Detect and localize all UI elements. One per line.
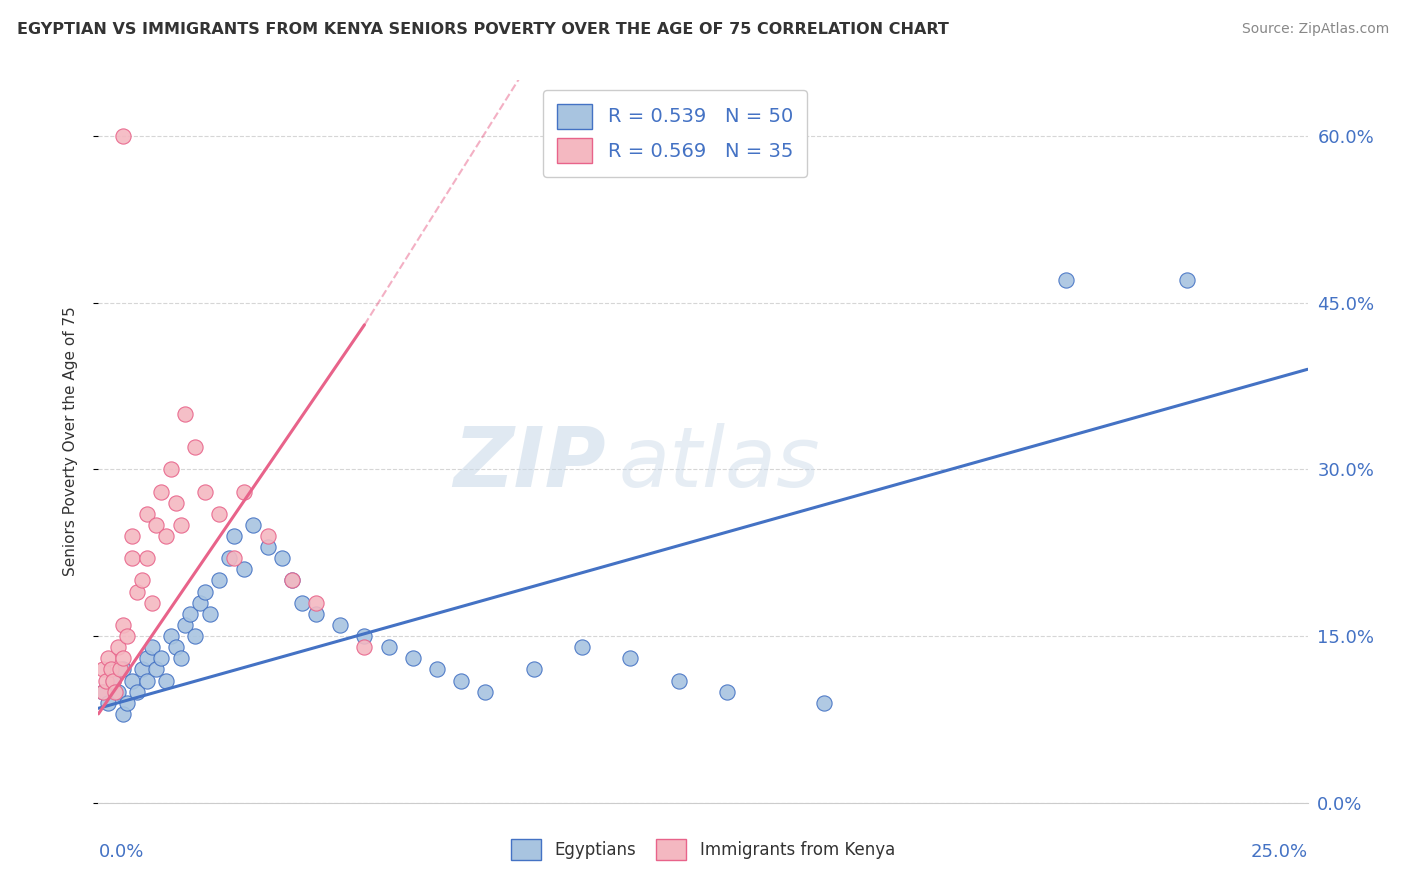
Point xyxy=(222,529,245,543)
Point xyxy=(1175,273,1198,287)
Point xyxy=(305,607,328,621)
Point xyxy=(107,640,129,655)
Point xyxy=(208,574,231,588)
Point xyxy=(426,662,449,676)
Point xyxy=(108,662,131,676)
Point xyxy=(145,517,167,532)
Point xyxy=(141,596,163,610)
Point xyxy=(232,484,254,499)
Point xyxy=(165,496,187,510)
Point xyxy=(329,618,352,632)
Point xyxy=(184,629,207,643)
Point xyxy=(174,618,197,632)
Point xyxy=(131,662,153,676)
Point xyxy=(716,684,738,698)
Point xyxy=(135,507,157,521)
Point xyxy=(305,596,328,610)
Point xyxy=(271,551,294,566)
Point xyxy=(135,551,157,566)
Point xyxy=(145,662,167,676)
Point xyxy=(188,596,211,610)
Point xyxy=(194,584,217,599)
Y-axis label: Seniors Poverty Over the Age of 75: Seniors Poverty Over the Age of 75 xyxy=(63,307,77,576)
Point xyxy=(117,696,139,710)
Point xyxy=(94,673,117,688)
Point xyxy=(121,673,143,688)
Text: EGYPTIAN VS IMMIGRANTS FROM KENYA SENIORS POVERTY OVER THE AGE OF 75 CORRELATION: EGYPTIAN VS IMMIGRANTS FROM KENYA SENIOR… xyxy=(17,22,949,37)
Point xyxy=(218,551,240,566)
Point xyxy=(155,529,177,543)
Text: 0.0%: 0.0% xyxy=(98,843,143,861)
Point xyxy=(100,662,122,676)
Point xyxy=(127,584,149,599)
Point xyxy=(184,440,207,454)
Point xyxy=(450,673,472,688)
Point xyxy=(155,673,177,688)
Text: ZIP: ZIP xyxy=(454,423,606,504)
Point xyxy=(377,640,399,655)
Point xyxy=(91,684,114,698)
Point xyxy=(150,484,173,499)
Point xyxy=(111,706,134,721)
Point xyxy=(97,651,120,665)
Point xyxy=(474,684,496,698)
Point xyxy=(402,651,425,665)
Point xyxy=(165,640,187,655)
Point xyxy=(91,662,114,676)
Point xyxy=(107,684,129,698)
Point xyxy=(256,529,278,543)
Text: atlas: atlas xyxy=(619,423,820,504)
Point xyxy=(131,574,153,588)
Legend: Egyptians, Immigrants from Kenya: Egyptians, Immigrants from Kenya xyxy=(505,832,901,867)
Point xyxy=(179,607,201,621)
Point xyxy=(104,684,127,698)
Point xyxy=(101,673,124,688)
Point xyxy=(91,684,114,698)
Point xyxy=(111,651,134,665)
Point xyxy=(281,574,304,588)
Point xyxy=(97,696,120,710)
Point xyxy=(101,673,124,688)
Point xyxy=(169,517,191,532)
Point xyxy=(141,640,163,655)
Point xyxy=(668,673,690,688)
Point xyxy=(169,651,191,665)
Point xyxy=(208,507,231,521)
Text: 25.0%: 25.0% xyxy=(1250,843,1308,861)
Point xyxy=(194,484,217,499)
Point xyxy=(242,517,264,532)
Point xyxy=(111,662,134,676)
Point xyxy=(111,128,134,143)
Point xyxy=(121,529,143,543)
Point xyxy=(135,651,157,665)
Point xyxy=(160,629,183,643)
Point xyxy=(174,407,197,421)
Point xyxy=(198,607,221,621)
Point xyxy=(160,462,183,476)
Point xyxy=(523,662,546,676)
Point xyxy=(1054,273,1077,287)
Point xyxy=(619,651,641,665)
Point xyxy=(813,696,835,710)
Point xyxy=(150,651,173,665)
Point xyxy=(121,551,143,566)
Point xyxy=(290,596,312,610)
Point xyxy=(111,618,134,632)
Point xyxy=(232,562,254,576)
Point xyxy=(281,574,304,588)
Point xyxy=(256,540,278,554)
Point xyxy=(353,640,375,655)
Text: Source: ZipAtlas.com: Source: ZipAtlas.com xyxy=(1241,22,1389,37)
Point xyxy=(135,673,157,688)
Point xyxy=(117,629,139,643)
Point xyxy=(222,551,245,566)
Point xyxy=(127,684,149,698)
Point xyxy=(571,640,593,655)
Point xyxy=(353,629,375,643)
